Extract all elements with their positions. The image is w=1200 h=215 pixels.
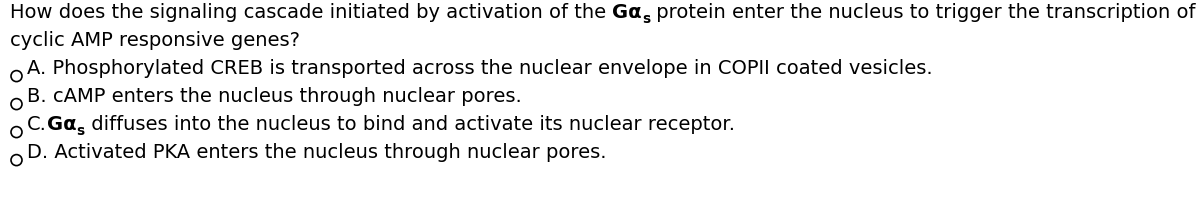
Text: D. Activated PKA enters the nucleus through nuclear pores.: D. Activated PKA enters the nucleus thro… <box>28 143 606 162</box>
Text: protein enter the nucleus to trigger the transcription of: protein enter the nucleus to trigger the… <box>650 3 1195 22</box>
Text: s: s <box>642 12 650 26</box>
Text: diffuses into the nucleus to bind and activate its nuclear receptor.: diffuses into the nucleus to bind and ac… <box>85 115 734 134</box>
Text: s: s <box>77 124 85 138</box>
Text: Gα: Gα <box>612 3 642 22</box>
Text: B. cAMP enters the nucleus through nuclear pores.: B. cAMP enters the nucleus through nucle… <box>28 87 522 106</box>
Text: cyclic AMP responsive genes?: cyclic AMP responsive genes? <box>10 31 300 50</box>
Text: C.: C. <box>28 115 47 134</box>
Text: Gα: Gα <box>47 115 77 134</box>
Text: A. Phosphorylated CREB is transported across the nuclear envelope in COPII coate: A. Phosphorylated CREB is transported ac… <box>28 59 932 78</box>
Text: How does the signaling cascade initiated by activation of the: How does the signaling cascade initiated… <box>10 3 612 22</box>
